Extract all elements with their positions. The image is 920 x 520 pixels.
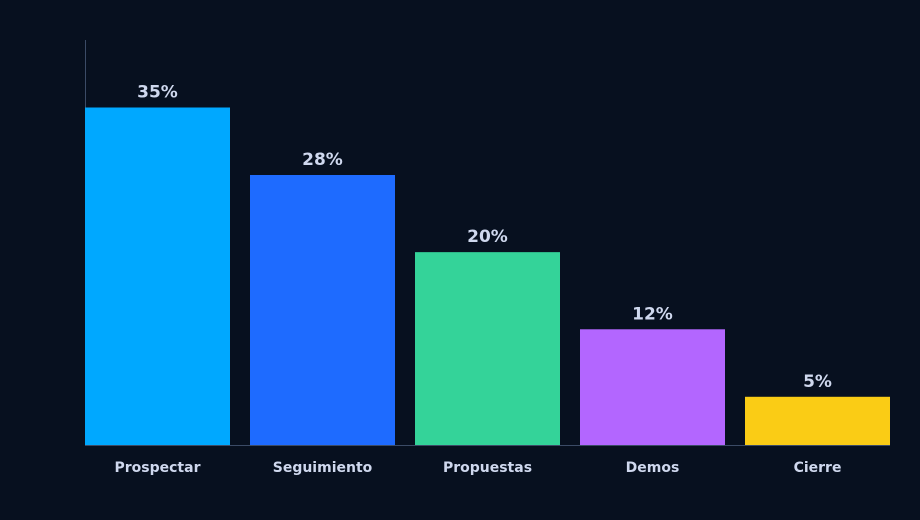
bar [250, 175, 395, 445]
value-label: 28% [302, 150, 343, 170]
x-tick-label: Prospectar [115, 460, 201, 476]
value-label: 5% [803, 372, 832, 392]
bar [580, 329, 725, 445]
x-tick-label: Demos [626, 460, 680, 476]
x-tick-label: Seguimiento [273, 460, 373, 476]
bar [85, 107, 230, 445]
bar [745, 396, 890, 445]
value-label: 12% [632, 304, 673, 324]
x-tick-label: Propuestas [443, 460, 532, 476]
x-tick-label: Cierre [794, 460, 842, 476]
bar [415, 252, 560, 445]
value-label: 20% [467, 227, 508, 247]
value-label: 35% [137, 83, 178, 103]
